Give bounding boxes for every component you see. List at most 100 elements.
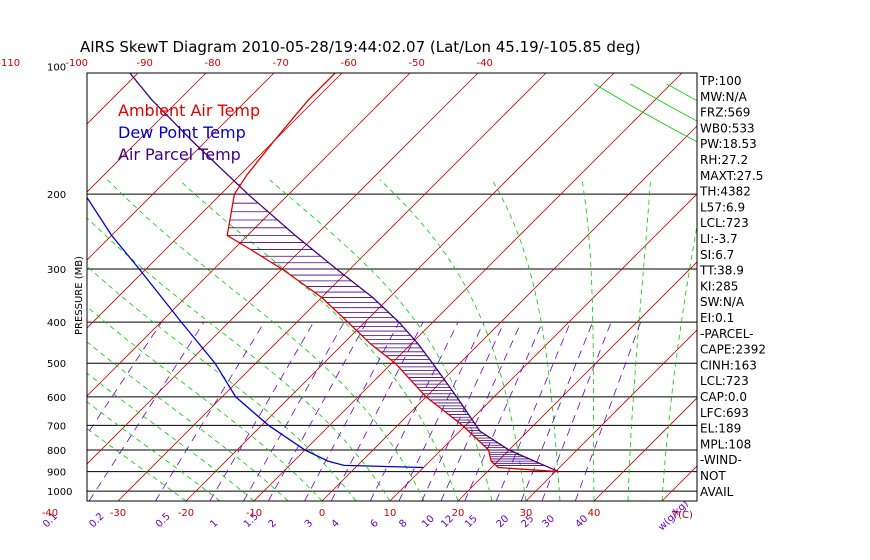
- isotherm-line: [321, 125, 697, 501]
- moist-adiabat-line: [581, 179, 595, 501]
- stability-index-item: -WIND-: [700, 453, 742, 467]
- pressure-tick-label: 900: [47, 468, 66, 479]
- mixing-ratio-line: [209, 321, 315, 501]
- mixing-ratio-line: [88, 321, 205, 501]
- stability-index-item: AVAIL: [700, 485, 734, 499]
- stability-index-item: LCL:723: [700, 216, 749, 230]
- moist-adiabat-line: [379, 179, 527, 501]
- temp-tick-label-top: -90: [137, 58, 153, 69]
- moist-adiabat-line: [87, 217, 391, 501]
- pressure-tick-label: 500: [47, 359, 66, 370]
- isotherm-line: [0, 66, 9, 501]
- stability-index-item: TT:38.9: [699, 264, 744, 278]
- moist-adiabat-line: [178, 179, 459, 501]
- temp-tick-label-bottom: 20: [452, 508, 465, 519]
- legend-dew-point-temp: Dew Point Temp: [118, 123, 246, 142]
- isotherm-line: [87, 73, 207, 193]
- stability-index-item: -PARCEL-: [700, 327, 754, 341]
- temp-tick-label-bottom: 0: [319, 508, 325, 519]
- isotherm-line: [185, 73, 615, 501]
- isotherm-line: [87, 73, 275, 261]
- mixing-ratio-label: 20: [495, 513, 512, 530]
- parcel-profile-line: [128, 73, 559, 473]
- pressure-tick-label: 200: [47, 190, 66, 201]
- stability-index-item: CINH:163: [700, 358, 757, 372]
- stability-index-item: MPL:108: [700, 437, 751, 451]
- temp-tick-label-top: -60: [341, 58, 357, 69]
- mixing-ratio-line: [243, 321, 345, 501]
- mixing-ratio-line: [330, 321, 424, 501]
- stability-index-item: EI:0.1: [700, 311, 734, 325]
- pressure-tick-label: 100: [47, 62, 66, 73]
- stability-index-item: LI:-3.7: [700, 232, 738, 246]
- moist-adiabat-line: [87, 428, 187, 501]
- moist-adiabat-line: [87, 372, 255, 501]
- isotherm-line: [87, 73, 411, 397]
- pressure-tick-label: 600: [47, 393, 66, 404]
- dry-adiabat-line: [739, 84, 870, 501]
- stability-index-item: SI:6.7: [700, 248, 734, 262]
- dewpoint-profile-line: [87, 196, 424, 469]
- legend-air-parcel-temp: Air Parcel Temp: [118, 145, 241, 164]
- temp-tick-label-bottom: -10: [246, 508, 262, 519]
- legend-ambient-air-temp: Ambient Air Temp: [118, 101, 260, 120]
- mixing-ratio-label: 6: [369, 518, 381, 530]
- stability-index-item: KI:285: [700, 279, 738, 293]
- isotherm-line: [0, 66, 77, 501]
- mixing-ratio-label: 1: [208, 518, 220, 530]
- moist-adiabat-line: [87, 341, 289, 501]
- isotherm-line: [457, 261, 697, 501]
- temp-tick-label-bottom: 10: [384, 508, 397, 519]
- isotherm-line: [253, 73, 683, 501]
- mixing-ratio-line: [440, 321, 522, 501]
- mixing-ratio-line: [495, 321, 571, 501]
- chart-title: AIRS SkewT Diagram 2010-05-28/19:44:02.0…: [80, 38, 641, 56]
- moist-adiabat-line: [87, 401, 221, 501]
- temperature-profile-line: [226, 73, 559, 473]
- temp-tick-label-top: -40: [477, 58, 493, 69]
- moist-adiabat-line: [87, 306, 323, 501]
- dry-adiabat-line: [775, 84, 870, 501]
- stability-index-item: FRZ:569: [700, 106, 750, 120]
- mixing-ratio-label: 3: [303, 518, 315, 530]
- mixing-ratio-line: [464, 321, 543, 501]
- temp-tick-label-bottom: -30: [110, 508, 126, 519]
- stability-index-item: WB0:533: [700, 121, 755, 135]
- temp-tick-label-top: -100: [65, 58, 88, 69]
- temp-tick-label-bottom: -40: [42, 508, 58, 519]
- temp-tick-label-bottom: 40: [588, 508, 601, 519]
- temp-tick-label-bottom: -20: [178, 508, 194, 519]
- stability-index-item: TP:100: [699, 74, 742, 88]
- stability-index-item: MW:N/A: [700, 90, 748, 104]
- stability-index-item: LCL:723: [700, 374, 749, 388]
- moist-adiabat-line: [87, 265, 357, 501]
- isotherm-line: [661, 465, 697, 501]
- stability-index-item: NOT: [700, 469, 726, 483]
- mixing-ratio-line: [541, 321, 612, 501]
- mixing-ratio-label: 0.5: [154, 511, 173, 530]
- temp-tick-label-top: -70: [273, 58, 289, 69]
- mixing-ratio-line: [520, 321, 594, 501]
- dry-adiabat-line: [811, 84, 870, 501]
- isotherm-line: [525, 329, 697, 501]
- mixing-ratio-label: 4: [330, 518, 342, 530]
- stability-index-item: TH:4382: [699, 185, 751, 199]
- dry-adiabat-line: [848, 84, 870, 501]
- mixing-ratio-label: 30: [540, 513, 557, 530]
- mixing-ratio-label: 10: [420, 513, 437, 530]
- stability-index-item: PW:18.53: [700, 137, 757, 151]
- mixing-ratio-line: [267, 321, 367, 501]
- moist-adiabat-line: [627, 179, 651, 501]
- stability-index-item: CAP:0.0: [700, 390, 747, 404]
- temp-tick-label-top: -80: [205, 58, 221, 69]
- mixing-ratio-label: 0.2: [87, 511, 106, 530]
- isotherm-line: [117, 73, 547, 501]
- mixing-ratio-label: 8: [397, 518, 409, 530]
- pressure-tick-label: 300: [47, 265, 66, 276]
- moist-adiabat-line: [661, 223, 697, 501]
- pressure-tick-label: 400: [47, 318, 66, 329]
- isotherm-line: [87, 73, 479, 465]
- pressure-tick-label: 700: [47, 421, 66, 432]
- stability-index-item: MAXT:27.5: [700, 169, 763, 183]
